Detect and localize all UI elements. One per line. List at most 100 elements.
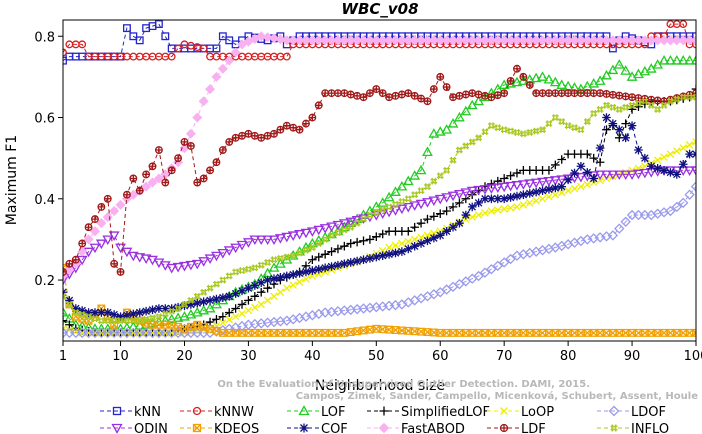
- data-point: [256, 31, 267, 42]
- data-point: [498, 182, 510, 193]
- data-point: [486, 263, 497, 275]
- data-point: [333, 244, 343, 254]
- data-point: [359, 93, 368, 102]
- x-tick-label: 20: [176, 349, 193, 364]
- data-point: [513, 203, 521, 211]
- data-point: [251, 303, 259, 312]
- plot-frame: [62, 19, 697, 342]
- data-point: [684, 166, 696, 176]
- data-point: [447, 191, 459, 202]
- x-tick-label: 30: [240, 349, 257, 364]
- data-point: [665, 55, 676, 65]
- data-point: [513, 129, 521, 136]
- data-point: [634, 94, 643, 102]
- data-point: [549, 76, 561, 87]
- data-point: [596, 89, 605, 98]
- data-point: [479, 267, 491, 278]
- x-tick-label: 10: [112, 349, 129, 364]
- data-point: [603, 102, 610, 109]
- data-point: [454, 111, 465, 122]
- data-point: [78, 311, 86, 318]
- data-point: [671, 201, 683, 213]
- data-point: [530, 178, 542, 189]
- data-point: [319, 224, 331, 234]
- data-point: [460, 105, 472, 116]
- data-point: [186, 142, 195, 150]
- data-point: [63, 316, 68, 325]
- data-point: [455, 91, 464, 100]
- data-point: [686, 93, 693, 101]
- data-point: [595, 143, 605, 153]
- legend-label: ODIN: [134, 422, 168, 434]
- data-point: [153, 173, 164, 184]
- data-point: [449, 156, 457, 164]
- data-point: [250, 131, 259, 140]
- data-point: [646, 161, 656, 171]
- data-point: [685, 149, 694, 159]
- data-point: [314, 101, 323, 110]
- data-point: [557, 188, 566, 197]
- data-point: [154, 304, 164, 313]
- data-point: [296, 249, 303, 257]
- data-point: [473, 270, 484, 282]
- data-point: [359, 236, 368, 246]
- data-point: [654, 106, 661, 113]
- data-point: [494, 206, 502, 214]
- data-point: [161, 32, 170, 41]
- data-point: [135, 308, 145, 317]
- data-point: [500, 126, 508, 134]
- data-point: [671, 166, 683, 176]
- data-point: [141, 306, 151, 316]
- data-point: [212, 44, 221, 53]
- legend-item-fastabod: FastABOD: [367, 422, 465, 434]
- data-point: [365, 235, 375, 244]
- legend-label: kNN: [134, 405, 161, 420]
- data-point: [147, 177, 158, 188]
- data-point: [154, 146, 163, 154]
- data-point: [520, 130, 527, 138]
- data-point: [506, 171, 515, 181]
- data-point: [155, 313, 163, 320]
- data-point: [455, 218, 464, 228]
- data-point: [607, 170, 619, 181]
- data-point: [225, 137, 234, 146]
- data-point: [524, 179, 536, 189]
- data-point: [327, 262, 336, 271]
- data-point: [679, 144, 687, 152]
- data-point: [461, 90, 470, 99]
- data-point: [300, 228, 312, 239]
- data-point: [193, 178, 202, 187]
- data-point: [570, 184, 579, 193]
- data-point: [526, 129, 534, 136]
- data-point: [110, 259, 119, 268]
- x-axis-label: Neighborhood size: [315, 378, 445, 394]
- data-point: [181, 301, 188, 308]
- data-point: [415, 164, 427, 175]
- legend-label: KDEOS: [214, 422, 259, 434]
- data-point: [277, 255, 284, 262]
- data-point: [397, 247, 407, 256]
- data-point: [583, 89, 592, 98]
- y-axis-label: Maximum F1: [4, 135, 20, 225]
- data-point: [308, 266, 317, 275]
- data-point: [283, 253, 291, 261]
- data-point: [268, 33, 280, 44]
- data-point: [244, 283, 253, 293]
- data-point: [231, 304, 240, 313]
- data-point: [628, 93, 637, 102]
- data-point: [237, 300, 247, 309]
- data-point: [135, 186, 144, 195]
- data-point: [551, 183, 560, 193]
- data-point: [462, 142, 470, 150]
- data-point: [436, 72, 445, 81]
- data-point: [660, 102, 668, 109]
- series-layer: [63, 20, 696, 339]
- data-point: [627, 121, 637, 130]
- data-point: [179, 261, 190, 272]
- data-point: [264, 259, 271, 266]
- data-point: [615, 106, 623, 113]
- data-point: [436, 172, 444, 180]
- data-point: [609, 104, 617, 111]
- data-point: [513, 64, 521, 73]
- data-point: [392, 200, 399, 208]
